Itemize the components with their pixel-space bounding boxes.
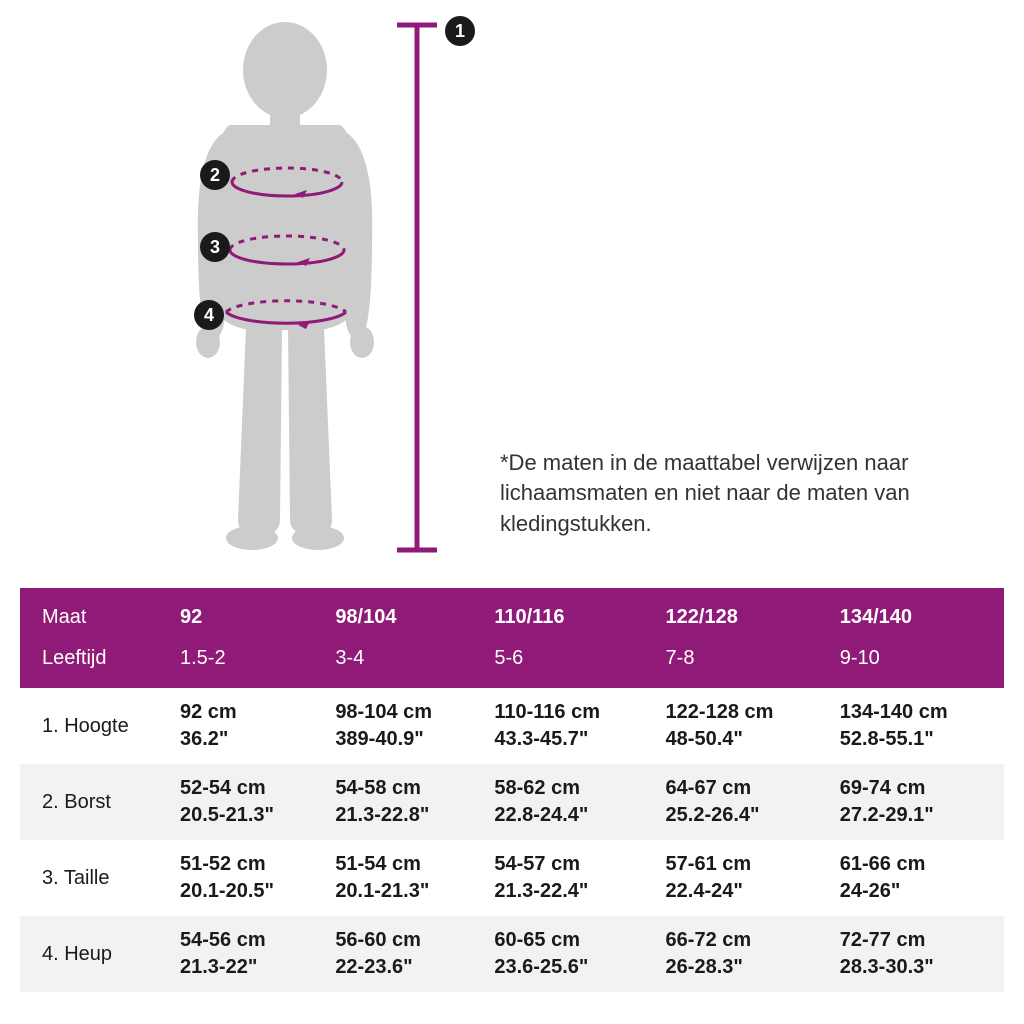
cell: 54-57 cm21.3-22.4"	[484, 840, 655, 916]
header-size-2: 110/116	[484, 588, 655, 637]
badge-2: 2	[200, 160, 230, 190]
header-age-4: 9-10	[830, 637, 1004, 688]
cell: 52-54 cm20.5-21.3"	[170, 764, 325, 840]
cell: 134-140 cm52.8-55.1"	[830, 688, 1004, 764]
header-size-4: 134/140	[830, 588, 1004, 637]
header-size-1: 98/104	[325, 588, 484, 637]
cell: 72-77 cm28.3-30.3"	[830, 916, 1004, 992]
header-age-3: 7-8	[656, 637, 830, 688]
cell: 54-56 cm21.3-22"	[170, 916, 325, 992]
cell: 122-128 cm48-50.4"	[656, 688, 830, 764]
header-age-0: 1.5-2	[170, 637, 325, 688]
cell: 92 cm36.2"	[170, 688, 325, 764]
cell: 61-66 cm24-26"	[830, 840, 1004, 916]
header-age-1: 3-4	[325, 637, 484, 688]
row-label: 1. Hoogte	[20, 688, 170, 764]
table-row: 4. Heup54-56 cm21.3-22"56-60 cm22-23.6"6…	[20, 916, 1004, 992]
badge-1: 1	[445, 16, 475, 46]
row-label: 2. Borst	[20, 764, 170, 840]
cell: 110-116 cm43.3-45.7"	[484, 688, 655, 764]
cell: 64-67 cm25.2-26.4"	[656, 764, 830, 840]
header-size-3: 122/128	[656, 588, 830, 637]
cell: 58-62 cm22.8-24.4"	[484, 764, 655, 840]
cell: 56-60 cm22-23.6"	[325, 916, 484, 992]
footnote: *De maten in de maattabel verwijzen naar…	[500, 448, 980, 540]
cell: 51-54 cm20.1-21.3"	[325, 840, 484, 916]
table-row: 2. Borst52-54 cm20.5-21.3"54-58 cm21.3-2…	[20, 764, 1004, 840]
header-size-0: 92	[170, 588, 325, 637]
table-row: 1. Hoogte92 cm36.2"98-104 cm389-40.9"110…	[20, 688, 1004, 764]
badge-3: 3	[200, 232, 230, 262]
header-leeftijd: Leeftijd	[20, 637, 170, 688]
cell: 60-65 cm23.6-25.6"	[484, 916, 655, 992]
cell: 69-74 cm27.2-29.1"	[830, 764, 1004, 840]
cell: 54-58 cm21.3-22.8"	[325, 764, 484, 840]
badge-4: 4	[194, 300, 224, 330]
row-label: 3. Taille	[20, 840, 170, 916]
cell: 66-72 cm26-28.3"	[656, 916, 830, 992]
cell: 51-52 cm20.1-20.5"	[170, 840, 325, 916]
measurement-diagram: 1 2 3 4	[20, 10, 460, 570]
size-table: Maat 92 98/104 110/116 122/128 134/140 L…	[20, 588, 1004, 992]
table-row: 3. Taille51-52 cm20.1-20.5"51-54 cm20.1-…	[20, 840, 1004, 916]
header-age-2: 5-6	[484, 637, 655, 688]
cell: 57-61 cm22.4-24"	[656, 840, 830, 916]
row-label: 4. Heup	[20, 916, 170, 992]
header-maat: Maat	[20, 588, 170, 637]
cell: 98-104 cm389-40.9"	[325, 688, 484, 764]
